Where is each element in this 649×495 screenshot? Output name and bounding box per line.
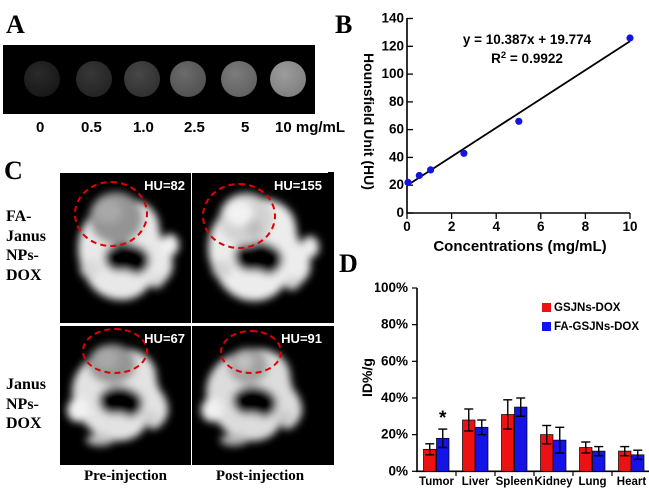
svg-text:Liver: Liver [462, 476, 490, 488]
svg-text:0%: 0% [388, 463, 408, 478]
svg-text:Kidney: Kidney [534, 476, 573, 488]
svg-text:40: 40 [389, 149, 404, 164]
svg-text:80: 80 [389, 94, 404, 109]
svg-text:Tumor: Tumor [419, 476, 454, 488]
svg-text:*: * [439, 408, 447, 429]
svg-text:100%: 100% [375, 280, 408, 295]
svg-text:Heart: Heart [617, 476, 647, 488]
svg-text:6: 6 [537, 219, 545, 234]
svg-text:y = 10.387x + 19.774: y = 10.387x + 19.774 [463, 32, 592, 47]
svg-text:2: 2 [448, 219, 456, 234]
svg-text:40%: 40% [381, 390, 408, 405]
svg-text:Lung: Lung [578, 476, 606, 488]
svg-text:140: 140 [381, 11, 404, 26]
svg-text:10: 10 [622, 219, 637, 234]
svg-text:Spleen: Spleen [496, 476, 534, 488]
svg-text:60: 60 [389, 122, 404, 137]
svg-text:0: 0 [403, 219, 411, 234]
svg-text:80%: 80% [381, 317, 408, 332]
svg-text:4: 4 [492, 219, 500, 234]
svg-text:0: 0 [396, 205, 404, 220]
svg-text:100: 100 [381, 66, 404, 81]
svg-text:R2 = 0.9922: R2 = 0.9922 [491, 50, 563, 66]
svg-text:60%: 60% [381, 353, 408, 368]
svg-text:120: 120 [381, 38, 404, 53]
svg-text:FA-GSJNs-DOX: FA-GSJNs-DOX [554, 321, 639, 333]
svg-text:20: 20 [389, 177, 404, 192]
svg-text:8: 8 [582, 219, 590, 234]
svg-text:GSJNs-DOX: GSJNs-DOX [554, 302, 621, 314]
svg-text:20%: 20% [381, 427, 408, 442]
